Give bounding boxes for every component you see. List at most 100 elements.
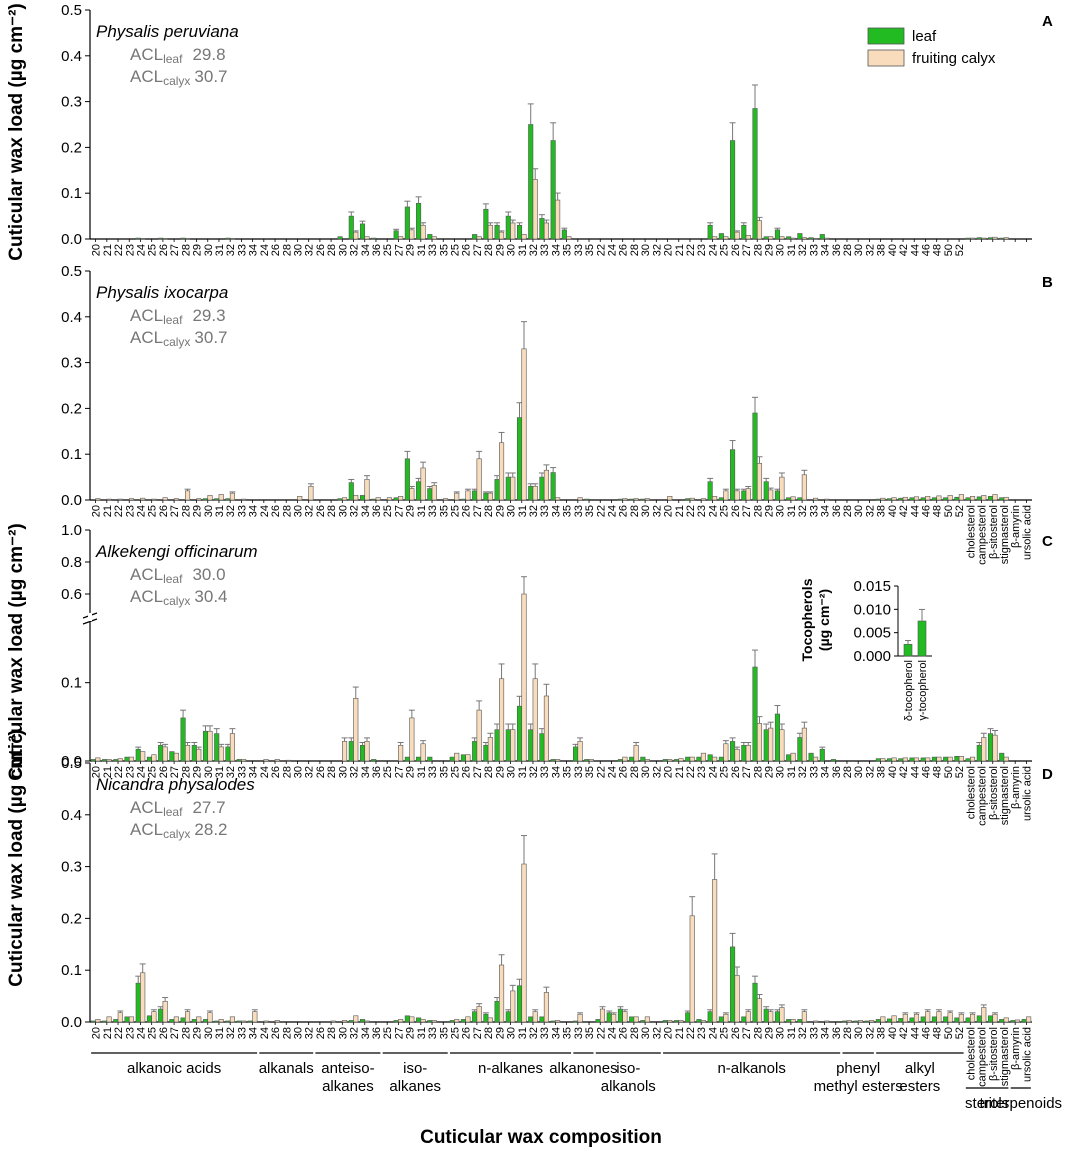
x-tick-label: 38 (876, 505, 888, 517)
x-tick-label: 22 (113, 505, 125, 517)
leaf-bar (124, 1016, 130, 1023)
x-tick-label: 29 (763, 505, 775, 517)
leaf-bar (898, 758, 904, 762)
y-tick-label: 0.2 (61, 910, 82, 927)
leaf-bar (427, 756, 433, 762)
calyx-bar (162, 746, 168, 762)
x-tick-label: 21 (674, 1027, 686, 1039)
calyx-bar (454, 492, 460, 501)
calyx-bar (398, 236, 404, 240)
calyx-bar (229, 1016, 235, 1023)
x-tick-label: 32 (864, 244, 876, 256)
x-tick-label: 40 (887, 766, 899, 778)
leaf-bar (864, 1020, 870, 1023)
leaf-bar (819, 748, 825, 762)
calyx-bar (398, 1019, 404, 1023)
leaf-bar (887, 498, 893, 501)
leaf-bar (797, 1019, 803, 1023)
x-tick-label: 27 (393, 244, 405, 256)
group-label: alkanals (259, 1060, 314, 1077)
leaf-bar (853, 1020, 859, 1023)
x-tick-label: 28 (180, 244, 192, 256)
calyx-bar (958, 755, 964, 762)
leaf-bar (954, 496, 960, 501)
x-tick-label: 27 (741, 766, 753, 778)
x-tick-label: 34 (820, 766, 832, 778)
x-tick-label: 22 (113, 244, 125, 256)
leaf-bar (528, 124, 534, 240)
leaf-bar (629, 1016, 635, 1023)
leaf-bar (595, 1019, 601, 1023)
calyx-bar (1003, 756, 1009, 762)
leaf-bar (483, 492, 489, 501)
calyx-bar (992, 236, 998, 240)
x-tick-label: 48 (932, 244, 944, 256)
x-tick-label: 25 (449, 505, 461, 517)
inset-y-tick-label: 0.000 (853, 648, 891, 665)
x-tick-label: 32 (225, 1027, 237, 1039)
calyx-bar (712, 879, 718, 1023)
calyx-bar (712, 496, 718, 501)
calyx-bar (521, 234, 527, 240)
calyx-bar (880, 497, 886, 501)
x-tick-label: 24 (135, 244, 147, 256)
leaf-bar (763, 729, 769, 762)
calyx-bar (891, 757, 897, 762)
calyx-bar (263, 1020, 269, 1023)
leaf-bar (191, 1019, 197, 1023)
x-tick-label: 22 (595, 766, 607, 778)
x-tick-label: 33 (573, 505, 585, 517)
leaf-bar (774, 229, 780, 240)
calyx-bar (510, 729, 516, 762)
x-tick-label: 20 (663, 505, 675, 517)
x-tick-label: 50 (943, 1027, 955, 1039)
x-tick-label: stigmasterol (999, 505, 1011, 564)
leaf-bar (539, 476, 545, 501)
leaf-bar (617, 498, 623, 501)
x-tick-label: 21 (102, 1027, 114, 1039)
calyx-bar (913, 757, 920, 762)
leaf-bar (348, 1020, 354, 1023)
x-tick-label: 33 (539, 766, 551, 778)
calyx-bar (185, 1011, 191, 1023)
calyx-bar (330, 1020, 336, 1023)
leaf-bar (135, 237, 141, 240)
x-tick-label: 30 (292, 505, 304, 517)
x-tick-label: campesterol (977, 766, 989, 826)
calyx-bar (891, 1015, 897, 1023)
leaf-bar (337, 236, 343, 240)
leaf-bar (774, 1011, 780, 1023)
x-tick-label: 31 (786, 766, 798, 778)
leaf-bar (819, 234, 825, 240)
x-tick-label: 29 (494, 505, 506, 517)
x-tick-label: 24 (259, 1027, 271, 1039)
leaf-bar (359, 1019, 366, 1023)
acl-calyx: ACLcalyx 28.2 (130, 820, 228, 841)
calyx-bar (779, 476, 785, 501)
calyx-bar (510, 476, 516, 501)
leaf-bar (146, 756, 152, 762)
leaf-bar (730, 741, 736, 762)
leaf-bar (718, 756, 724, 762)
x-tick-label: 24 (259, 766, 271, 778)
calyx-bar (140, 497, 146, 501)
leaf-bar (135, 748, 141, 762)
calyx-bar (880, 758, 886, 762)
x-tick-label: β-sitosterol (988, 766, 1000, 820)
leaf-bar (214, 1020, 220, 1023)
x-tick-label: 29 (192, 1027, 204, 1039)
x-tick-label: 32 (864, 766, 876, 778)
leaf-bar (763, 236, 769, 240)
leaf-bar (976, 745, 982, 762)
x-tick-label: 34 (550, 505, 562, 517)
leaf-bar (718, 497, 724, 501)
x-tick-label: 29 (192, 766, 204, 778)
calyx-bar (577, 497, 583, 501)
x-tick-label: 24 (707, 1027, 719, 1039)
group-label: anteiso-alkanes (321, 1060, 374, 1095)
y-tick-label: 0.0 (61, 753, 82, 770)
leaf-bar (673, 759, 680, 762)
calyx-bar (532, 1011, 538, 1023)
leaf-bar (202, 498, 209, 501)
x-tick-label: β-amyrin (1010, 1027, 1022, 1070)
